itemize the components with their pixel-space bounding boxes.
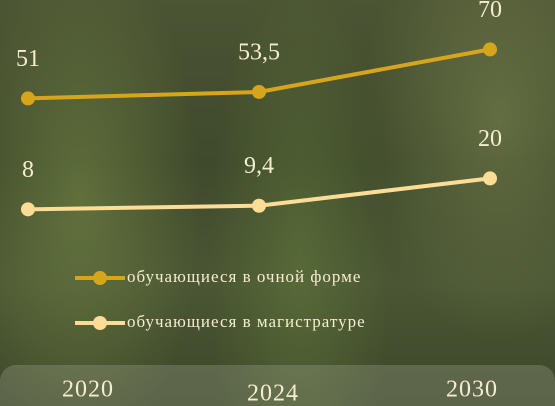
legend-label: обучающиеся в очной форме [127,267,361,286]
value-label: 51 [16,46,40,72]
legend-label: обучающиеся в магистратуре [127,312,366,331]
x-tick-label: 2020 [62,377,114,403]
value-label: 8 [22,157,34,183]
value-label: 53,5 [238,39,280,65]
data-point [252,85,266,99]
x-tick-label: 2030 [446,377,498,403]
legend-dot [93,271,107,285]
x-tick-label: 2024 [247,381,299,406]
value-label: 20 [478,126,502,152]
data-point [483,171,497,185]
page: 51 53,5 70 обучающиеся в очной форме 8 9,4 20 о… [0,0,555,406]
chart: 51 53,5 70 обучающиеся в очной форме 8 9,4 20 о… [0,0,555,406]
data-point [483,42,497,56]
legend-dot [93,316,107,330]
data-point [252,199,266,213]
data-point [21,91,35,105]
value-label: 70 [478,0,502,23]
data-point [21,202,35,216]
value-label: 9,4 [244,153,274,179]
